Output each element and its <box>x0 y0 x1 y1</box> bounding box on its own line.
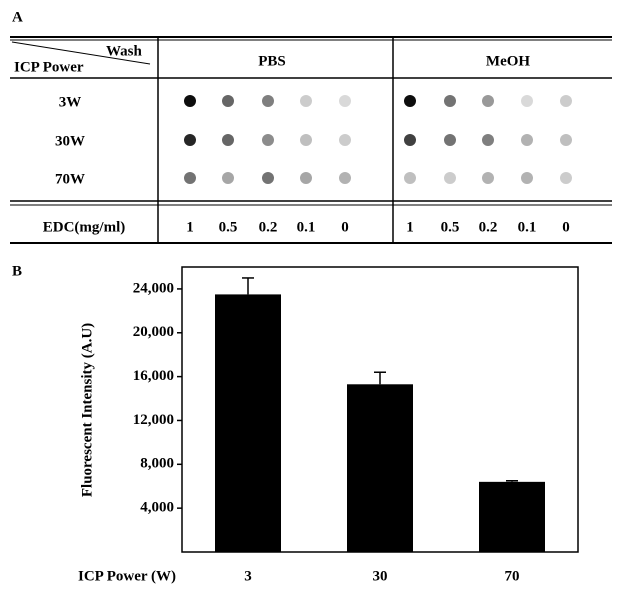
spot <box>262 134 274 146</box>
spot <box>482 95 494 107</box>
y-tick-label: 4,000 <box>140 500 174 516</box>
x-tick-label: 70 <box>505 568 520 584</box>
spot <box>222 172 234 184</box>
error-bar <box>374 372 386 384</box>
spot <box>482 134 494 146</box>
spot <box>444 95 456 107</box>
edc-value: 1 <box>186 219 194 235</box>
edc-value: 1 <box>406 219 414 235</box>
spot <box>521 172 533 184</box>
spot <box>184 134 196 146</box>
spot <box>339 172 351 184</box>
column-label: PBS <box>258 53 286 69</box>
y-tick-label: 12,000 <box>133 412 174 428</box>
row-label: 30W <box>55 133 85 149</box>
spot <box>184 172 196 184</box>
spot <box>444 172 456 184</box>
footer-label: EDC(mg/ml) <box>43 219 126 235</box>
x-axis-label: ICP Power (W) <box>78 568 176 584</box>
bar <box>479 482 545 552</box>
spot <box>521 134 533 146</box>
y-tick-label: 8,000 <box>140 456 174 472</box>
spot <box>404 95 416 107</box>
y-axis-label: Fluorescent Intensity (A.U) <box>79 323 95 497</box>
edc-value: 0.2 <box>259 219 278 235</box>
edc-value: 0 <box>562 219 570 235</box>
spot <box>521 95 533 107</box>
spot <box>262 95 274 107</box>
x-tick-label: 30 <box>373 568 388 584</box>
panel-label: A <box>12 9 23 25</box>
edc-values: 1 0.5 0.2 0.1 0 1 0.5 0.2 0.1 0 <box>186 219 570 235</box>
spot <box>222 134 234 146</box>
y-tick-label: 24,000 <box>133 280 174 296</box>
error-bar <box>506 481 518 482</box>
spot <box>404 172 416 184</box>
column-header: Wash <box>106 43 143 59</box>
row-label: 70W <box>55 171 85 187</box>
spot <box>560 172 572 184</box>
panel-label: B <box>12 263 22 279</box>
error-bar <box>242 278 254 294</box>
y-tick-label: 16,000 <box>133 368 174 384</box>
spot <box>300 172 312 184</box>
edc-value: 0.1 <box>518 219 537 235</box>
y-tick-label: 20,000 <box>133 324 174 340</box>
row-header: ICP Power <box>14 59 84 75</box>
spot <box>560 95 572 107</box>
bar <box>215 294 281 552</box>
spot <box>339 134 351 146</box>
edc-value: 0.2 <box>479 219 498 235</box>
edc-value: 0 <box>341 219 349 235</box>
spot <box>482 172 494 184</box>
edc-value: 0.5 <box>219 219 238 235</box>
spot-images <box>184 95 572 184</box>
spot <box>444 134 456 146</box>
spot <box>560 134 572 146</box>
edc-value: 0.5 <box>441 219 460 235</box>
spot <box>262 172 274 184</box>
spot <box>300 95 312 107</box>
spot <box>339 95 351 107</box>
x-tick-label: 3 <box>244 568 252 584</box>
bar <box>347 384 413 552</box>
row-label: 3W <box>59 94 82 110</box>
edc-value: 0.1 <box>297 219 316 235</box>
column-label: MeOH <box>486 53 530 69</box>
spot <box>222 95 234 107</box>
figure: A ICP Power Wash PBS MeOH 3W 30W 70W EDC… <box>0 0 622 589</box>
spot <box>184 95 196 107</box>
spot <box>300 134 312 146</box>
spot <box>404 134 416 146</box>
